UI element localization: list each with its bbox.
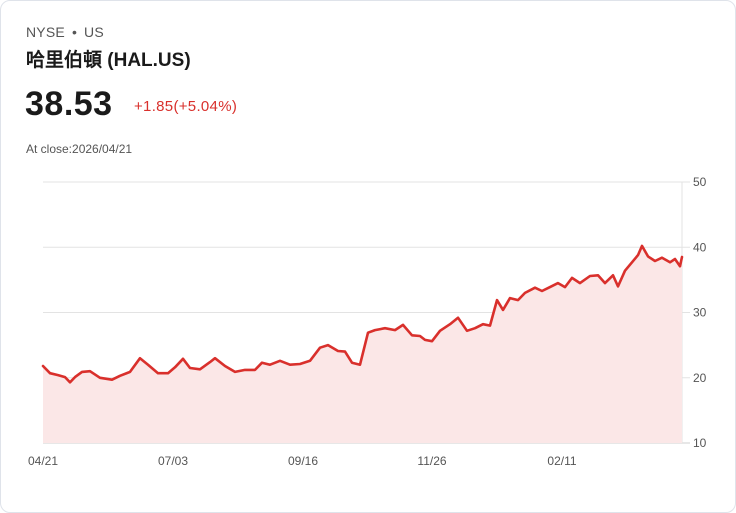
close-timestamp: At close:2026/04/21 — [26, 142, 133, 156]
x-axis-label: 11/26 — [417, 454, 446, 468]
price-area-fill — [43, 245, 682, 443]
separator-dot: • — [71, 24, 78, 40]
x-axis-labels: 04/21 07/03 09/16 11/26 02/11 — [28, 454, 577, 468]
stock-title: 哈里伯頓 (HAL.US) — [26, 50, 191, 71]
y-axis-labels: 50 40 30 20 10 — [693, 175, 707, 450]
x-axis-label: 02/11 — [547, 454, 576, 468]
y-axis-label: 40 — [693, 240, 707, 254]
x-axis-label: 09/16 — [288, 454, 318, 468]
x-axis-label: 04/21 — [28, 454, 58, 468]
exchange-line: NYSE • US — [26, 24, 104, 40]
y-axis-label: 50 — [693, 175, 707, 189]
price-line[interactable] — [41, 244, 684, 384]
exchange-name: NYSE — [26, 24, 65, 40]
y-axis-label: 10 — [693, 436, 707, 450]
x-axis-label: 07/03 — [158, 454, 188, 468]
price-change: +1.85(+5.04%) — [134, 98, 238, 115]
y-axis-label: 20 — [693, 371, 707, 385]
region-name: US — [84, 24, 104, 40]
stock-price: 38.53 — [25, 85, 113, 123]
y-axis-label: 30 — [693, 306, 707, 320]
